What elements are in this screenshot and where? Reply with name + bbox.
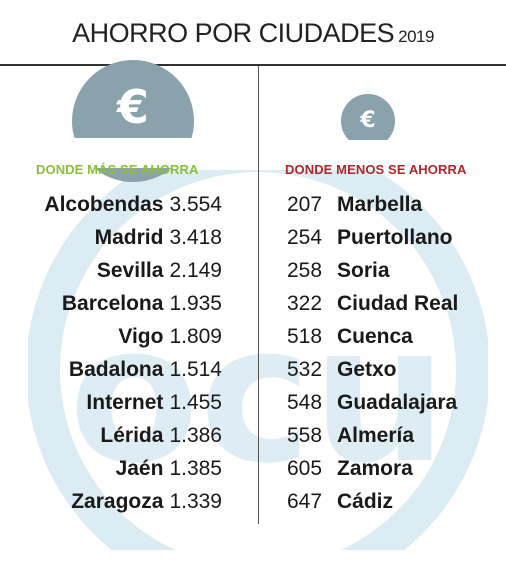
savings-value: 1.935 <box>169 292 222 315</box>
table-row: 605 Zamora <box>287 452 502 485</box>
city-name: Zamora <box>337 457 413 480</box>
savings-value: 258 <box>287 259 323 282</box>
title-year: 2019 <box>398 27 434 46</box>
city-name: Soria <box>337 259 390 282</box>
savings-value: 558 <box>287 424 323 447</box>
euro-symbol-small-icon: € <box>360 108 376 133</box>
city-name: Cuenca <box>337 325 413 348</box>
savings-value: 548 <box>287 391 323 414</box>
savings-value: 207 <box>287 193 323 216</box>
city-name: Jaén <box>115 457 164 480</box>
table-row: Lérida 1.386 <box>0 419 222 452</box>
coin-mask-small <box>330 140 410 160</box>
header-most-savings: DONDE MÁS SE AHORRA <box>36 162 199 177</box>
city-name: Marbella <box>337 193 423 216</box>
city-name: Sevilla <box>96 259 164 282</box>
savings-value: 1.514 <box>169 358 222 381</box>
table-row: Internet 1.455 <box>0 386 222 419</box>
city-name: Barcelona <box>61 292 164 315</box>
table-row: 532 Getxo <box>287 353 502 386</box>
euro-symbol-icon: € <box>116 80 149 134</box>
table-row: Sevilla 2.149 <box>0 254 222 287</box>
savings-value: 322 <box>287 292 323 315</box>
city-name: Zaragoza <box>71 490 164 513</box>
table-row: Badalona 1.514 <box>0 353 222 386</box>
table-row: 548 Guadalajara <box>287 386 502 419</box>
header-least-savings: DONDE MENOS SE AHORRA <box>285 162 467 177</box>
savings-value: 605 <box>287 457 323 480</box>
city-name: Puertollano <box>337 226 453 249</box>
savings-value: 2.149 <box>169 259 222 282</box>
table-row: 558 Almería <box>287 419 502 452</box>
table-row: 647 Cádiz <box>287 485 502 518</box>
city-name: Internet <box>86 391 164 414</box>
title-rule <box>0 64 506 66</box>
table-row: Madrid 3.418 <box>0 221 222 254</box>
savings-value: 254 <box>287 226 323 249</box>
savings-value: 647 <box>287 490 323 513</box>
savings-value: 518 <box>287 325 323 348</box>
savings-value: 1.809 <box>169 325 222 348</box>
table-row: Alcobendas 3.554 <box>0 188 222 221</box>
savings-value: 532 <box>287 358 323 381</box>
table-row: Barcelona 1.935 <box>0 287 222 320</box>
coin-mask <box>40 138 230 168</box>
city-name: Madrid <box>94 226 164 249</box>
city-name: Cádiz <box>337 490 394 513</box>
column-divider <box>258 66 259 524</box>
table-row: 258 Soria <box>287 254 502 287</box>
title-text: AHORRO POR CIUDADES <box>72 18 395 48</box>
city-name: Badalona <box>68 358 164 381</box>
city-name: Guadalajara <box>337 391 458 414</box>
city-name: Almería <box>337 424 415 447</box>
table-row: Zaragoza 1.339 <box>0 485 222 518</box>
city-name: Getxo <box>337 358 397 381</box>
savings-value: 1.455 <box>169 391 222 414</box>
euro-coin-small-icon <box>341 94 395 148</box>
city-name: Vigo <box>118 325 164 348</box>
savings-value: 1.386 <box>169 424 222 447</box>
savings-value: 1.339 <box>169 490 222 513</box>
savings-value: 3.418 <box>169 226 222 249</box>
table-row: Vigo 1.809 <box>0 320 222 353</box>
table-row: 322 Ciudad Real <box>287 287 502 320</box>
city-name: Lérida <box>100 424 164 447</box>
city-name: Alcobendas <box>44 193 164 216</box>
table-row: 207 Marbella <box>287 188 502 221</box>
city-name: Ciudad Real <box>337 292 459 315</box>
table-row: Jaén 1.385 <box>0 452 222 485</box>
table-row: 254 Puertollano <box>287 221 502 254</box>
savings-value: 1.385 <box>169 457 222 480</box>
savings-value: 3.554 <box>169 193 222 216</box>
table-row: 518 Cuenca <box>287 320 502 353</box>
page-title: AHORRO POR CIUDADES 2019 <box>0 18 506 49</box>
